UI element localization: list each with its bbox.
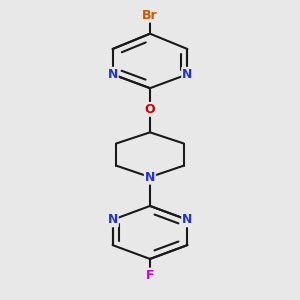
Text: O: O [145, 103, 155, 116]
Text: N: N [107, 213, 118, 226]
Text: F: F [146, 268, 154, 282]
Text: N: N [182, 68, 193, 81]
Text: N: N [107, 68, 118, 81]
Text: Br: Br [142, 9, 158, 22]
Text: N: N [145, 171, 155, 184]
Text: N: N [182, 213, 193, 226]
